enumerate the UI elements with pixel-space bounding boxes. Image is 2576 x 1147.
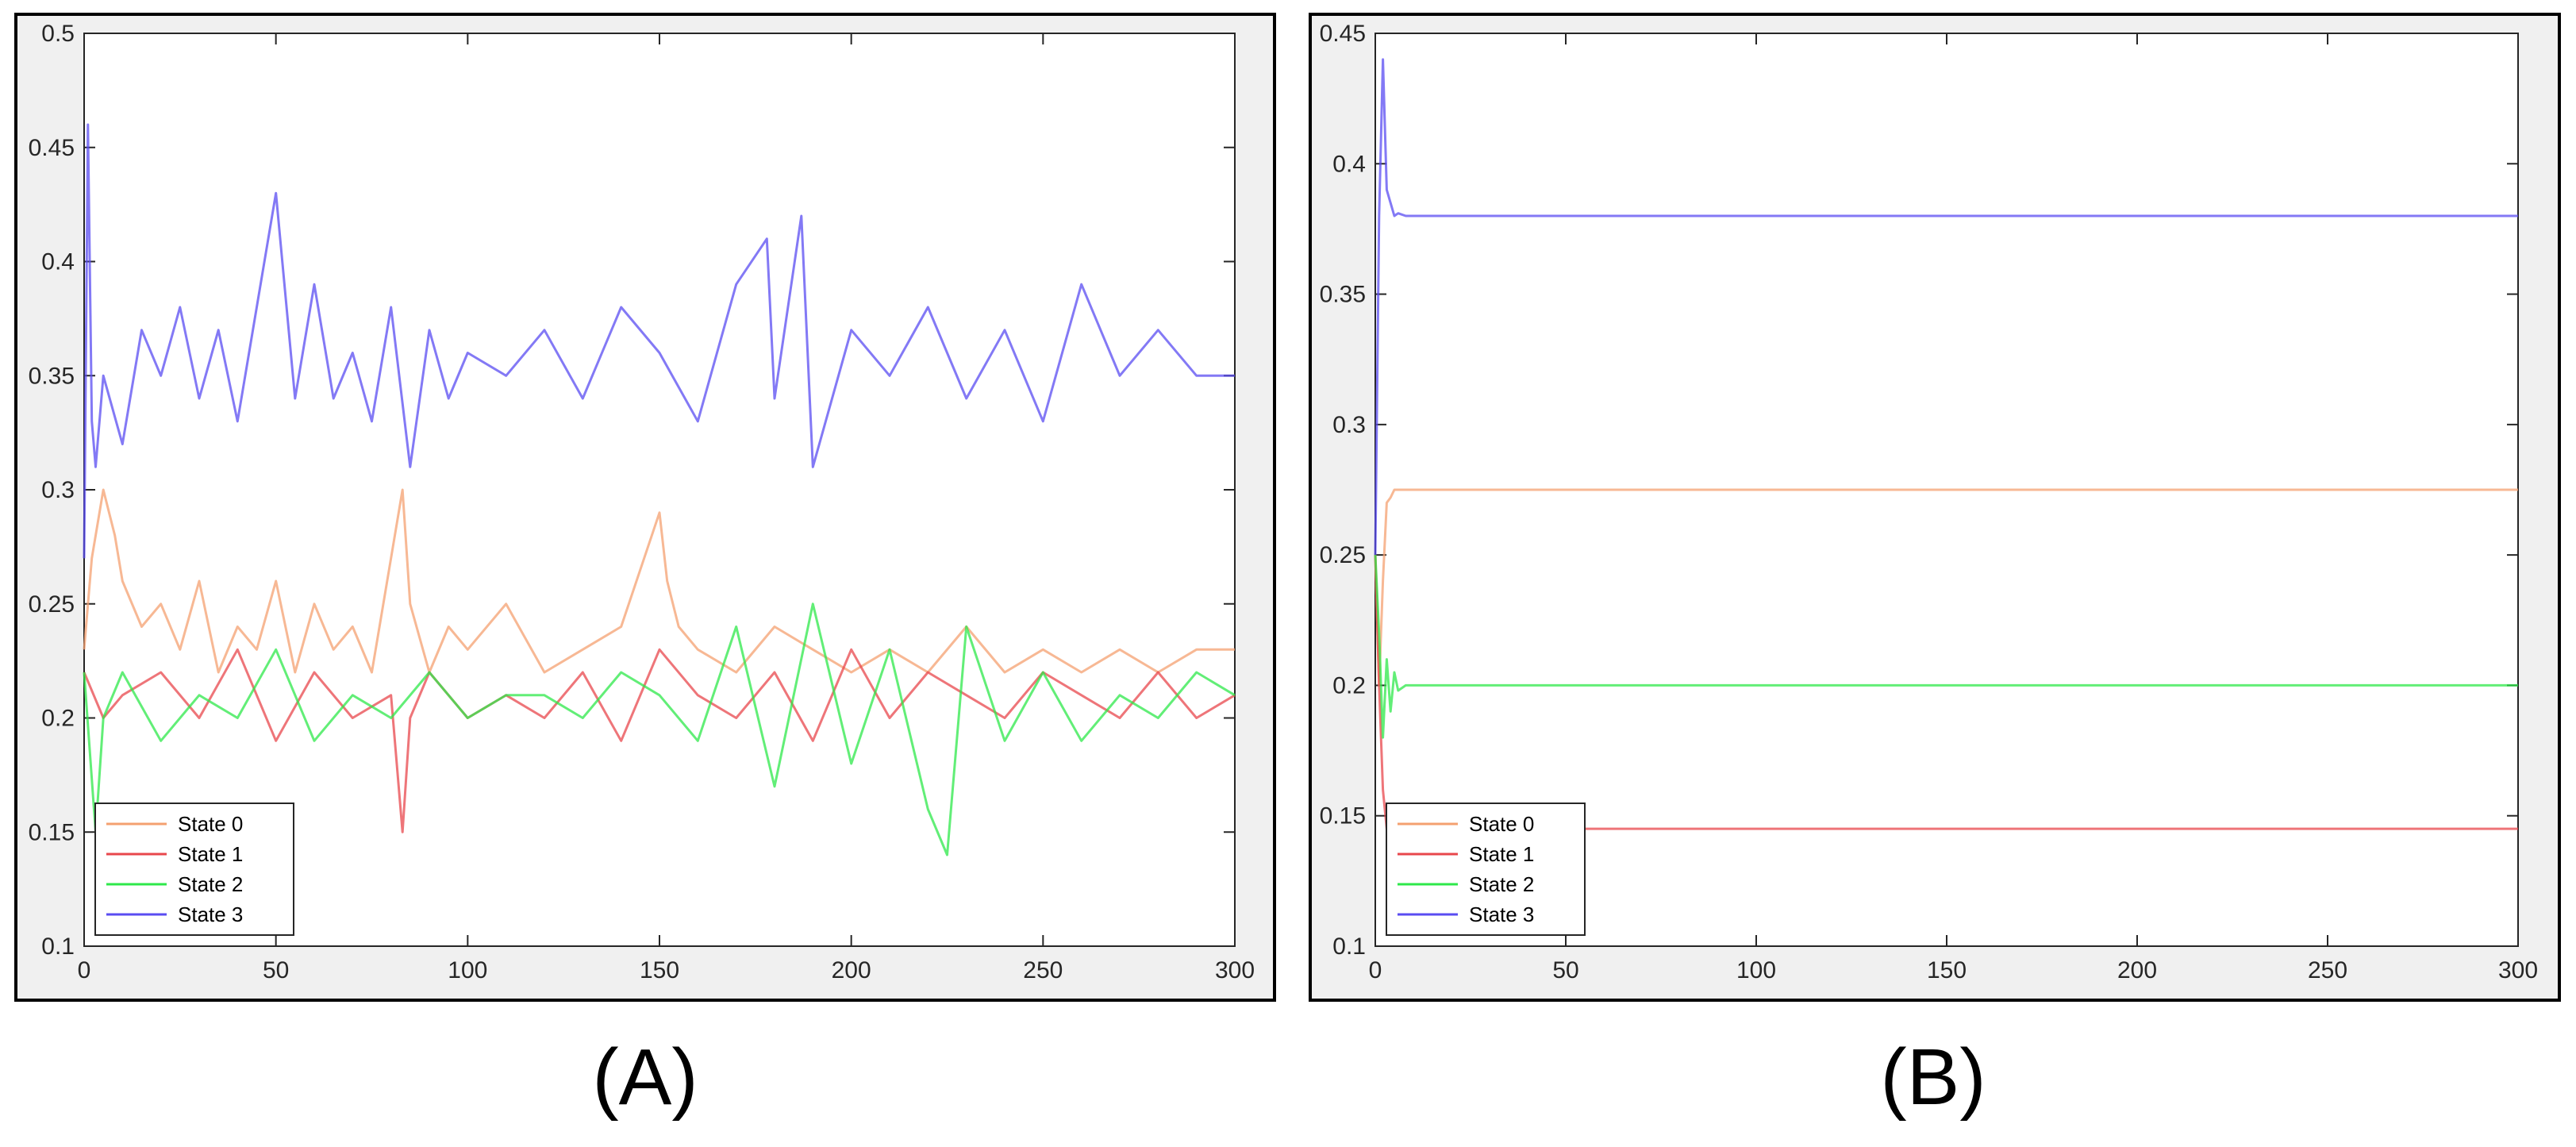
chart-b-y-tick-label: 0.3: [1332, 412, 1366, 438]
chart-a-x-tick-label: 250: [1023, 957, 1063, 983]
chart-a-y-tick-label: 0.3: [41, 477, 75, 503]
chart-a-svg: 0 50 100 150 200 250 300 0.1 0.15 0.2 0.25 0.3 0.35 0…: [29, 21, 1255, 983]
chart-b-x-tick-label: 0: [1369, 957, 1382, 983]
chart-b-x-tick-label: 50: [1552, 957, 1578, 983]
chart-a-x-tick-label: 150: [640, 957, 679, 983]
chart-b-y-tick-label: 0.1: [1332, 933, 1366, 960]
chart-a-legend-label: State 1: [178, 842, 243, 866]
chart-a-legend: [94, 803, 294, 936]
chart-a-series-state-1-line: [83, 648, 1236, 833]
chart-a-y-tick-label: 0.1: [41, 933, 75, 960]
chart-panel-b: 0 50 100 150 200 250 300 0.1 0.15 0.2 0.25 0.3 0.35 0…: [1309, 13, 2561, 1002]
chart-b-legend-label: State 2: [1469, 872, 1534, 896]
chart-a-y-tick-label: 0.25: [29, 591, 75, 618]
caption-a: (A): [592, 1033, 698, 1122]
chart-a-y-tick-label: 0.4: [41, 249, 75, 275]
chart-a-x-tick-label: 100: [448, 957, 487, 983]
chart-a-y-tick-label: 0.15: [29, 819, 75, 845]
chart-a-legend-label: State 0: [178, 812, 243, 836]
chart-b-x-tick-label: 300: [2498, 957, 2538, 983]
chart-a-y-tick-label: 0.5: [41, 21, 75, 47]
chart-b-y-tick-label: 0.2: [1332, 672, 1366, 699]
chart-a-series-state-2-line: [83, 602, 1236, 856]
chart-a-x-tick-label: 50: [263, 957, 289, 983]
chart-b-x-tick-label: 100: [1736, 957, 1776, 983]
chart-a-x-tick-label: 200: [832, 957, 871, 983]
chart-b-y-tick-label: 0.45: [1320, 21, 1366, 47]
chart-b-y-tick-label: 0.35: [1320, 282, 1366, 308]
chart-a-series-state-0-line: [83, 488, 1235, 674]
chart-b-legend-label: State 0: [1469, 812, 1534, 836]
chart-a-y-tick-label: 0.2: [41, 706, 75, 732]
chart-a-y-tick-label: 0.45: [29, 135, 75, 161]
chart-a-legend-label: State 2: [178, 872, 243, 896]
chart-a-plot-area: [83, 33, 1236, 947]
chart-a-legend-label: State 3: [178, 903, 243, 926]
chart-b-legend-label: State 1: [1469, 842, 1534, 866]
chart-a-x-tick-label: 300: [1215, 957, 1255, 983]
chart-b-x-tick-label: 250: [2308, 957, 2347, 983]
chart-b-legend-label: State 3: [1469, 903, 1534, 926]
chart-panel-a: 0 50 100 150 200 250 300 0.1 0.15 0.2 0.25 0.3 0.35 0…: [14, 13, 1276, 1002]
chart-b-x-tick-label: 200: [2117, 957, 2157, 983]
caption-b: (B): [1880, 1033, 1986, 1122]
chart-b-series-state-2-line: [1374, 555, 2518, 739]
chart-b-y-tick-label: 0.4: [1332, 151, 1366, 177]
chart-b-svg: 0 50 100 150 200 250 300 0.1 0.15 0.2 0.25 0.3 0.35 0…: [1320, 21, 2538, 983]
chart-b-legend: [1386, 803, 1586, 936]
chart-b-y-tick-label: 0.25: [1320, 542, 1366, 568]
chart-a-x-tick-label: 0: [78, 957, 91, 983]
chart-b-y-tick-label: 0.15: [1320, 803, 1366, 829]
chart-a-series-state-3-line: [83, 123, 1235, 559]
chart-a-y-tick-label: 0.35: [29, 363, 75, 389]
chart-b-x-tick-label: 150: [1927, 957, 1967, 983]
chart-b-series-state-3-line: [1374, 58, 2518, 556]
